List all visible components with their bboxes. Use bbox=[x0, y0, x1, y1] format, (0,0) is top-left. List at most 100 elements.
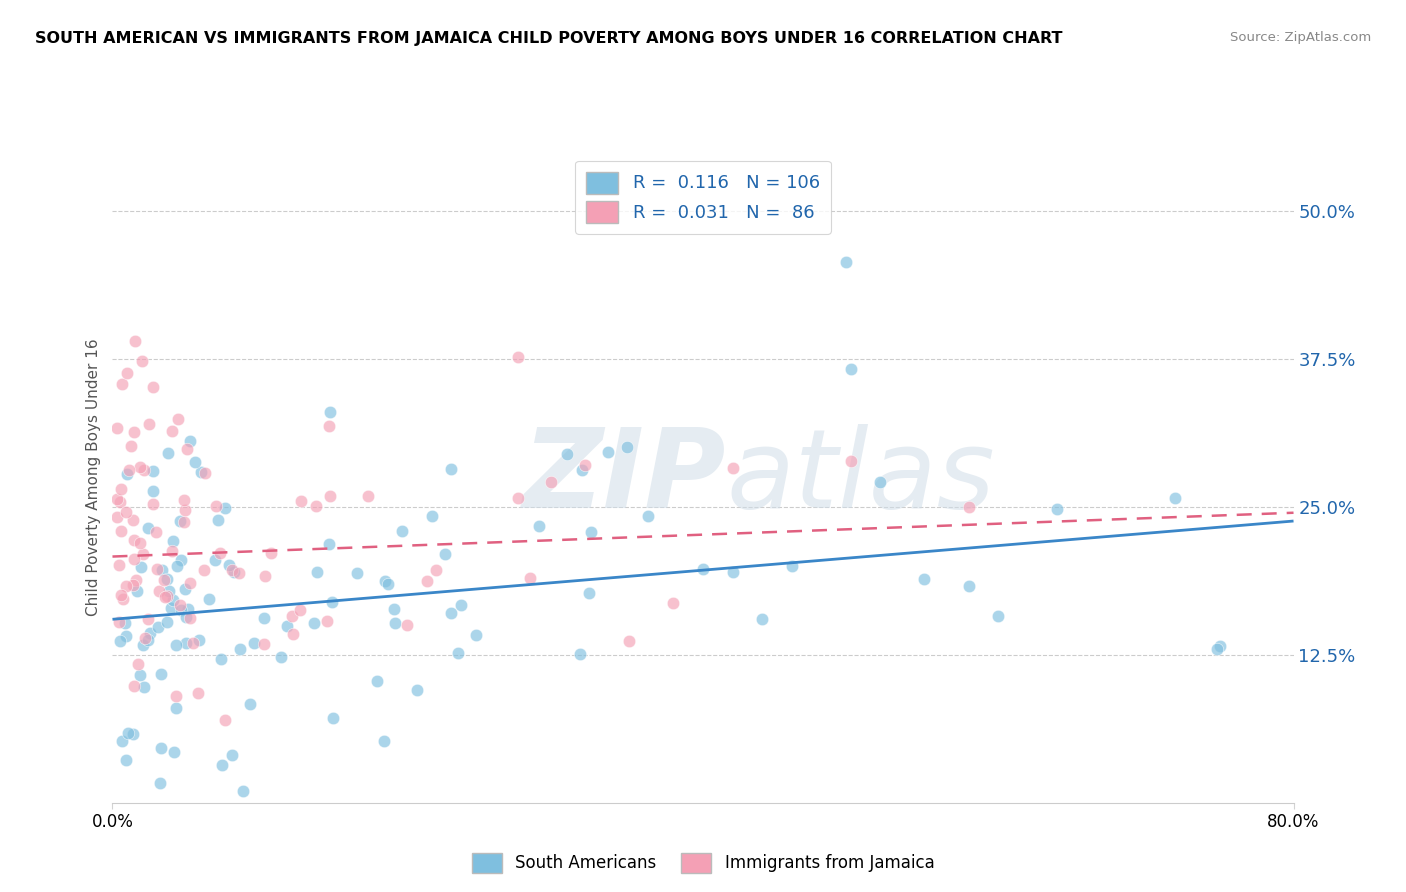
Point bbox=[177, 602, 200, 616]
Point bbox=[115, 505, 138, 519]
Point bbox=[132, 638, 155, 652]
Text: SOUTH AMERICAN VS IMMIGRANTS FROM JAMAICA CHILD POVERTY AMONG BOYS UNDER 16 CORR: SOUTH AMERICAN VS IMMIGRANTS FROM JAMAIC… bbox=[35, 31, 1063, 46]
Point bbox=[165, 638, 187, 652]
Point bbox=[569, 648, 592, 662]
Point bbox=[142, 380, 165, 394]
Point bbox=[173, 493, 195, 508]
Point bbox=[321, 594, 343, 608]
Point bbox=[281, 627, 304, 641]
Point bbox=[170, 553, 193, 567]
Point bbox=[132, 547, 155, 561]
Point bbox=[1205, 641, 1227, 656]
Point bbox=[270, 649, 292, 664]
Point bbox=[110, 524, 132, 538]
Point bbox=[616, 441, 638, 455]
Point bbox=[439, 606, 461, 620]
Point bbox=[574, 458, 596, 472]
Point bbox=[108, 633, 131, 648]
Point bbox=[238, 698, 260, 712]
Point bbox=[253, 610, 276, 624]
Point bbox=[318, 419, 340, 434]
Point bbox=[596, 444, 619, 458]
Point bbox=[165, 689, 187, 703]
Point bbox=[155, 589, 177, 603]
Point bbox=[305, 565, 328, 579]
Point bbox=[121, 727, 143, 741]
Point bbox=[122, 513, 145, 527]
Point bbox=[117, 726, 139, 740]
Point bbox=[115, 467, 138, 482]
Point bbox=[318, 537, 340, 551]
Point bbox=[115, 366, 138, 380]
Point bbox=[415, 574, 437, 588]
Point bbox=[373, 734, 395, 748]
Point bbox=[188, 633, 211, 648]
Point bbox=[198, 592, 221, 607]
Point bbox=[243, 636, 266, 650]
Point bbox=[322, 711, 344, 725]
Point bbox=[396, 618, 419, 632]
Point bbox=[122, 552, 145, 566]
Point bbox=[108, 558, 131, 573]
Point bbox=[721, 461, 744, 475]
Point bbox=[751, 612, 773, 626]
Point bbox=[138, 632, 160, 647]
Point bbox=[150, 563, 173, 577]
Point bbox=[115, 629, 138, 643]
Point bbox=[218, 558, 240, 572]
Point bbox=[122, 577, 145, 591]
Point bbox=[316, 615, 339, 629]
Point bbox=[150, 741, 173, 756]
Point bbox=[122, 425, 145, 439]
Point bbox=[107, 421, 129, 435]
Point bbox=[148, 620, 170, 634]
Point bbox=[110, 482, 132, 496]
Point bbox=[174, 582, 197, 596]
Point bbox=[280, 608, 302, 623]
Point bbox=[129, 667, 152, 681]
Point bbox=[527, 518, 550, 533]
Point bbox=[132, 680, 155, 694]
Point bbox=[162, 533, 184, 548]
Point bbox=[377, 577, 399, 591]
Point bbox=[780, 558, 803, 573]
Point bbox=[194, 466, 217, 480]
Point bbox=[153, 574, 176, 588]
Point bbox=[145, 524, 167, 539]
Point bbox=[208, 546, 231, 560]
Point bbox=[447, 646, 470, 660]
Point bbox=[160, 544, 183, 558]
Point bbox=[179, 611, 201, 625]
Point bbox=[169, 514, 191, 528]
Point bbox=[357, 489, 380, 503]
Point bbox=[142, 464, 165, 478]
Point bbox=[232, 784, 254, 798]
Point bbox=[571, 463, 593, 477]
Point bbox=[145, 562, 167, 576]
Point bbox=[125, 573, 148, 587]
Point bbox=[366, 674, 388, 689]
Point bbox=[450, 598, 472, 612]
Point bbox=[120, 439, 142, 453]
Point bbox=[174, 503, 197, 517]
Point bbox=[290, 493, 312, 508]
Point bbox=[540, 475, 562, 489]
Point bbox=[1164, 491, 1187, 505]
Point bbox=[276, 619, 298, 633]
Point bbox=[987, 609, 1010, 624]
Point bbox=[506, 491, 529, 505]
Point bbox=[721, 565, 744, 579]
Point bbox=[174, 636, 197, 650]
Point bbox=[222, 565, 245, 579]
Point bbox=[465, 628, 488, 642]
Point bbox=[181, 636, 204, 650]
Point bbox=[156, 572, 179, 586]
Point bbox=[260, 545, 283, 559]
Point bbox=[139, 625, 162, 640]
Point bbox=[374, 574, 396, 588]
Point bbox=[122, 679, 145, 693]
Point bbox=[105, 510, 128, 524]
Point bbox=[305, 499, 328, 513]
Point bbox=[253, 637, 276, 651]
Point bbox=[319, 489, 342, 503]
